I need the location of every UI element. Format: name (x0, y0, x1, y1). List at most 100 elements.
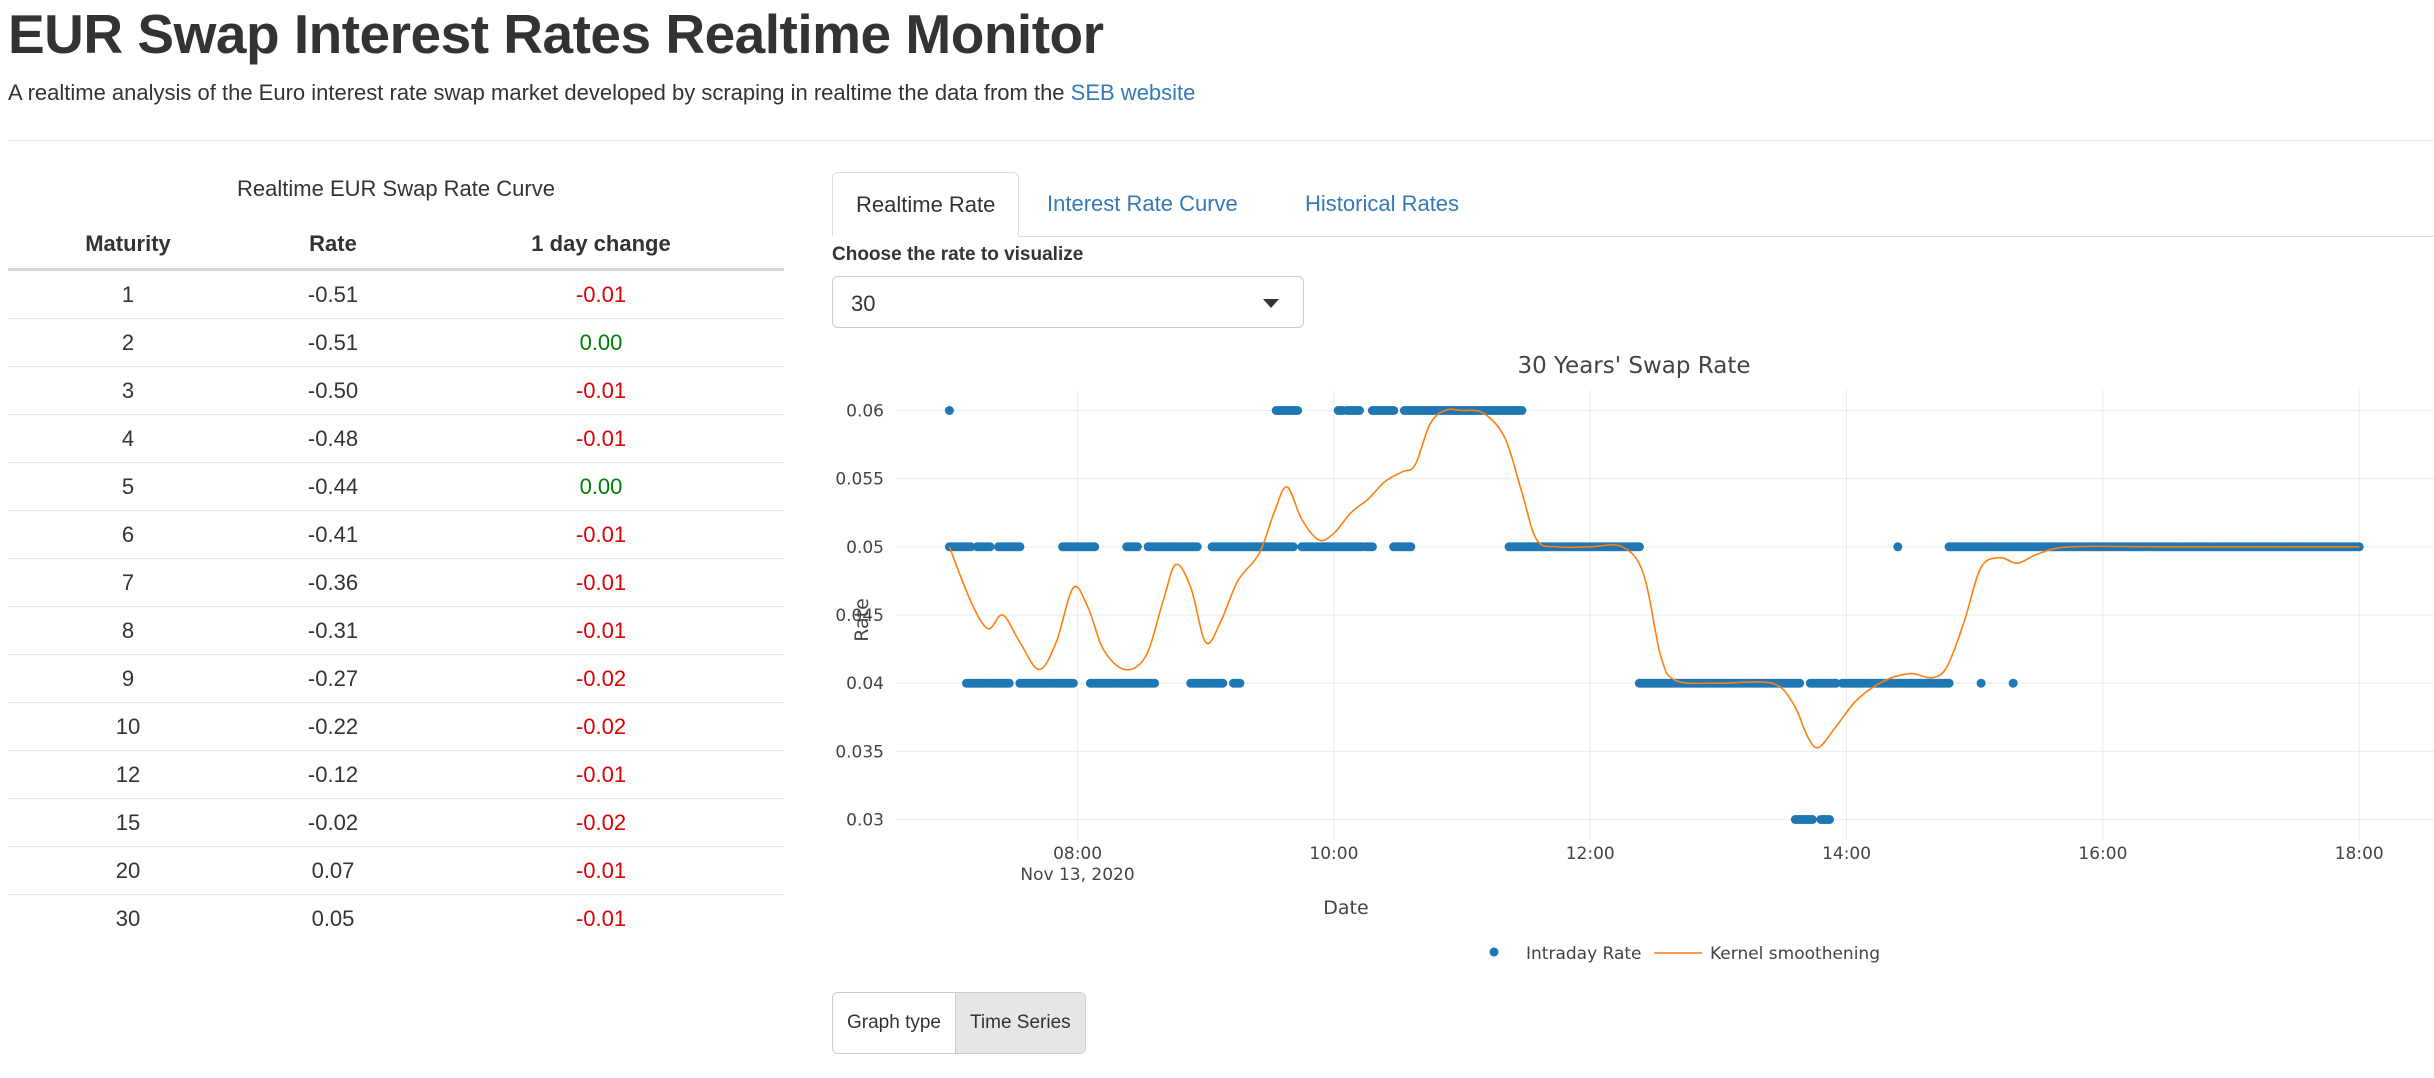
data-point (1389, 406, 1399, 415)
data-point (1406, 542, 1416, 552)
data-point (1831, 678, 1841, 688)
data-point (1150, 678, 1159, 688)
chart-axes: 0.03 0.035 0.04 0.045 0.05 0.055 0.06 08:00 10:0… (835, 401, 2383, 885)
table-row: 6 -0.41 -0.01 (8, 510, 784, 559)
cell-change: -0.01 (418, 366, 784, 415)
data-point (1825, 815, 1834, 824)
legend-points-icon (1489, 947, 1499, 957)
cell-rate: -0.50 (248, 366, 418, 415)
cell-change: -0.01 (418, 606, 784, 655)
cell-maturity: 6 (8, 510, 248, 559)
table-row: 12 -0.12 -0.01 (8, 750, 784, 799)
table-row: 1 -0.51 -0.01 (8, 269, 784, 319)
cell-rate: -0.36 (248, 558, 418, 607)
data-point (1517, 406, 1527, 415)
cell-rate: 0.07 (248, 846, 418, 895)
data-point (2008, 678, 2018, 688)
data-point (1132, 542, 1142, 552)
page-subtitle: A realtime analysis of the Euro interest… (8, 80, 1195, 106)
cell-change: -0.01 (418, 750, 784, 799)
time-series-button[interactable]: Time Series (955, 993, 1085, 1053)
data-point (1293, 406, 1303, 415)
data-point (1068, 678, 1078, 688)
x-date-label: Nov 13, 2020 (1020, 865, 1134, 885)
chart-legend[interactable]: Intraday Rate Kernel smoothening (1489, 944, 1881, 964)
cell-maturity: 15 (8, 798, 248, 847)
swap-rate-table: Maturity Rate 1 day change 1 -0.51 -0.01 2-… (8, 220, 784, 942)
table-row: 10 -0.22 -0.02 (8, 702, 784, 751)
x-tick-label: 16:00 (2078, 844, 2127, 864)
cell-maturity: 30 (115, 905, 141, 931)
table-row: 9 -0.27 -0.02 (8, 654, 784, 703)
data-point (1367, 542, 1377, 552)
cell-maturity: 2 (8, 318, 248, 367)
cell-rate: -0.51 (248, 269, 418, 319)
y-tick-label: 0.05 (846, 538, 884, 558)
data-point (1218, 678, 1228, 688)
header-divider (8, 140, 2434, 141)
chart-title: 30 Years' Swap Rate (1517, 353, 1750, 379)
cell-change: -0.02 (418, 702, 784, 751)
cell-maturity: 9 (8, 654, 248, 703)
chart-grid (896, 390, 2434, 840)
table-row: 7 -0.36 -0.01 (8, 558, 784, 607)
intraday-rate-points (944, 406, 2364, 824)
data-point (985, 542, 995, 552)
cell-maturity: 8 (8, 606, 248, 655)
table-row: 2 -0.51 0.00 (8, 318, 784, 367)
data-point (1893, 542, 1903, 552)
cell-maturity: 3 (8, 366, 248, 415)
cell-change: -0.02 (418, 798, 784, 847)
tab-interest-rate-curve[interactable]: Interest Rate Curve (1047, 191, 1238, 216)
cell-maturity: 4 (8, 414, 248, 463)
y-tick-label: 0.055 (835, 470, 884, 490)
smoothing-line (948, 408, 2360, 749)
data-point (1634, 542, 1644, 552)
data-point (1355, 406, 1364, 415)
cell-rate: -0.22 (248, 702, 418, 751)
header-rate: Rate (248, 220, 418, 271)
cell-change: -0.01 (418, 510, 784, 559)
legend-kernel-smoothening[interactable]: Kernel smoothening (1710, 944, 1880, 964)
table-row: 20 0.07 -0.01 (8, 846, 784, 895)
y-tick-label: 0.045 (835, 606, 884, 626)
table-row: 5 -0.44 0.00 (8, 462, 784, 511)
cell-change: -0.01 (418, 269, 784, 319)
table-row: 30 0.05 -0.01 (8, 895, 784, 943)
table-body: 1 -0.51 -0.01 2 -0.51 0.00 3 -0.50 -0.01 4 -0.48 -0… (8, 269, 784, 943)
table-header-row: Maturity Rate 1 day change (8, 220, 784, 271)
cell-change: 0.00 (418, 462, 784, 511)
cell-maturity: 5 (8, 462, 248, 511)
swap-rate-chart[interactable]: 30 Years' Swap Rate 0.030.0350.040.0450.… (832, 350, 2434, 970)
subtitle-text: A realtime analysis of the Euro interest… (8, 80, 1065, 105)
data-point (1235, 678, 1245, 688)
tab-historical-rates[interactable]: Historical Rates (1305, 191, 1460, 216)
cell-rate: -0.51 (248, 318, 418, 367)
cell-change: -0.02 (418, 654, 784, 703)
caret-down-icon (1263, 299, 1279, 308)
data-point (966, 542, 976, 552)
data-point (1807, 815, 1817, 824)
tab-realtime-rate[interactable]: Realtime Rate (832, 172, 1020, 237)
data-point (1795, 678, 1805, 688)
graph-type-toggle: Graph type Time Series (832, 992, 1086, 1054)
data-point (1288, 542, 1298, 552)
cell-rate: -0.31 (248, 606, 418, 655)
cell-rate: -0.02 (248, 798, 418, 847)
cell-maturity: 20 (8, 846, 248, 895)
rate-select-label: Choose the rate to visualize (832, 244, 1084, 265)
cell-rate: -0.27 (248, 654, 418, 703)
seb-website-link[interactable]: SEB website (1070, 80, 1196, 105)
cell-maturity: 12 (8, 750, 248, 799)
cell-maturity: 7 (8, 558, 248, 607)
cell-rate: -0.41 (248, 510, 418, 559)
rate-select[interactable]: 30 (832, 276, 1304, 328)
cell-change: -0.01 (418, 414, 784, 463)
header-change: 1 day change (418, 220, 784, 271)
header-maturity: Maturity (8, 220, 248, 271)
x-tick-label: 08:00 (1053, 844, 1102, 864)
data-point (1944, 678, 1954, 688)
y-tick-label: 0.035 (835, 742, 884, 762)
page-title: EUR Swap Interest Rates Realtime Monitor (8, 3, 1104, 65)
legend-intraday-rate[interactable]: Intraday Rate (1526, 944, 1642, 964)
